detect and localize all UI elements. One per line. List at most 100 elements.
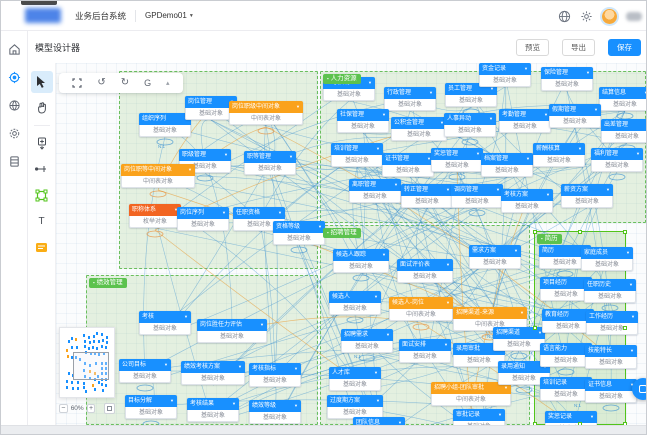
model-node[interactable]: 家庭成员 ▼ 基础对象: [581, 247, 633, 271]
resize-handle[interactable]: [623, 422, 627, 425]
model-node[interactable]: 薪酬核算 ▼ 基础对象: [533, 143, 585, 167]
fit-screen-icon[interactable]: [72, 78, 83, 88]
model-node[interactable]: 人事异动 ▼ 基础对象: [444, 113, 496, 137]
resize-handle[interactable]: [533, 326, 537, 330]
add-node-tool[interactable]: [31, 132, 53, 154]
model-node[interactable]: 岗位胜任力评估 ▼ 基础对象: [197, 319, 267, 343]
help-float-button[interactable]: [632, 378, 646, 400]
model-node[interactable]: 录用审批▼基础对象: [453, 343, 505, 367]
guides-icon[interactable]: G: [144, 77, 152, 88]
model-node[interactable]: 奖惩管理 ▼ 基础对象: [431, 148, 483, 172]
model-canvas[interactable]: ▪组织信息▪人力资源▪招聘管理▪绩效管理▪简历 N:1N:1N:1N:1N:1N…: [56, 63, 646, 425]
model-node[interactable]: 绩效等级 ▼ 基础对象: [249, 400, 301, 424]
model-node[interactable]: 考核指标 ▼ 基础对象: [249, 363, 301, 387]
minimap[interactable]: [59, 327, 115, 398]
model-node[interactable]: 调岗管理 ▼ 基础对象: [451, 184, 503, 208]
model-node[interactable]: 目标分解 ▼ 基础对象: [125, 395, 177, 419]
model-node[interactable]: 假期管理 ▼ 基础对象: [549, 104, 601, 128]
resize-handle[interactable]: [533, 230, 537, 234]
sidebar-item-designer-icon[interactable]: [8, 71, 21, 84]
model-node[interactable]: 公积金管理 ▼ 基础对象: [391, 117, 447, 141]
group-badge[interactable]: ▪ 绩效管理: [89, 278, 127, 288]
model-node[interactable]: 考核方案 ▼ 基础对象: [501, 189, 553, 213]
model-node[interactable]: 培训管理 ▼ 基础对象: [331, 143, 383, 167]
model-node[interactable]: 证书信息▼基础对象: [585, 379, 637, 403]
model-node[interactable]: 过度期方案 ▼ 基础对象: [327, 395, 383, 419]
model-node[interactable]: 奖惩记录 ▼ 基础对象: [545, 411, 597, 425]
model-node[interactable]: 薪资方案 ▼ 基础对象: [561, 184, 613, 208]
model-node[interactable]: 审批记录 ▼ 基础对象: [453, 409, 505, 425]
model-node[interactable]: 工作经历 ▼ 基础对象: [586, 311, 638, 335]
model-node[interactable]: 考勤管理 ▼ 基础对象: [499, 109, 551, 133]
model-node[interactable]: 考核结果 ▼ 基础对象: [187, 398, 239, 422]
select-tool[interactable]: [30, 71, 53, 93]
model-node[interactable]: 结算信息 ▼ 基础对象: [599, 87, 646, 111]
sidebar-item-home-icon[interactable]: [8, 43, 21, 56]
model-node[interactable]: 需求方案 ▼ 基础对象: [469, 245, 521, 269]
pan-tool[interactable]: [31, 97, 53, 119]
group-badge[interactable]: ▪ 简历: [537, 234, 562, 244]
model-node[interactable]: 候选人 ▼ 基础对象: [329, 291, 381, 315]
model-node[interactable]: 绩效考核方案 ▼ 基础对象: [181, 361, 245, 385]
globe-icon[interactable]: [558, 10, 571, 23]
model-node[interactable]: 公司目标 ▼ 基础对象: [119, 359, 171, 383]
model-node[interactable]: 离职管理 ▼ 基础对象: [349, 179, 401, 203]
zoom-out-button[interactable]: −: [59, 403, 68, 413]
resize-handle[interactable]: [533, 422, 537, 425]
model-node[interactable]: 面试安排 ▼ 基础对象: [399, 339, 451, 363]
model-node[interactable]: 面试评价表 ▼ 基础对象: [397, 259, 453, 283]
note-tool[interactable]: [31, 236, 53, 258]
model-node[interactable]: 教育经历▼基础对象: [542, 309, 594, 333]
model-node[interactable]: 转正管理 ▼ 基础对象: [401, 184, 453, 208]
minimap-viewport[interactable]: [73, 352, 109, 380]
undo-icon[interactable]: ↺: [97, 77, 106, 88]
user-avatar[interactable]: [602, 8, 617, 24]
preview-button[interactable]: 预览: [516, 38, 549, 56]
model-node[interactable]: 录用通知▼基础对象: [498, 361, 550, 385]
model-node[interactable]: 技能特长 ▼ 基础对象: [585, 345, 637, 369]
model-node[interactable]: 人才库 ▼ 基础对象: [329, 367, 381, 391]
model-node[interactable]: 团队信息▼基础对象: [353, 417, 405, 425]
model-node[interactable]: 候选人跟踪 ▼ 基础对象: [333, 249, 389, 273]
export-button[interactable]: 导出: [562, 38, 595, 56]
model-node[interactable]: 保险管理 ▼ 基础对象: [541, 67, 593, 91]
gear-icon[interactable]: [580, 10, 593, 23]
model-node[interactable]: 组织序列▼基础对象: [139, 113, 191, 137]
model-node[interactable]: 考核 ▼ 基础对象: [139, 311, 191, 335]
model-node[interactable]: 候选人-岗位 ▼ 中间表对象: [389, 297, 453, 321]
model-node[interactable]: 福利管理 ▼ 基础对象: [591, 148, 643, 172]
zoom-in-button[interactable]: +: [86, 403, 96, 413]
group-badge[interactable]: ▪ 人力资源: [323, 74, 361, 84]
model-node[interactable]: 任职历史 ▼ 基础对象: [584, 279, 636, 303]
model-node[interactable]: 岗位序列 ▼ 基础对象: [177, 207, 229, 231]
resize-handle[interactable]: [578, 422, 582, 425]
model-node[interactable]: 岗位职等中间对象 ▼ 中间表对象: [121, 164, 195, 188]
connector-tool[interactable]: [31, 158, 53, 180]
model-node[interactable]: 项目经历▼基础对象: [540, 277, 592, 301]
sidebar-item-settings-icon[interactable]: [8, 127, 21, 140]
model-node[interactable]: 行政管理 ▼ 基础对象: [384, 87, 436, 111]
sidebar-item-network-icon[interactable]: [8, 99, 21, 112]
model-node[interactable]: 职称体系 ▼ 枚举对象: [129, 204, 181, 228]
model-node[interactable]: 职等管理 ▼ 基础对象: [244, 151, 296, 175]
model-node[interactable]: 社保管理 ▼ 基础对象: [337, 109, 389, 133]
project-selector[interactable]: GPDemo01 ▼: [145, 11, 194, 20]
group-badge[interactable]: ▪ 招聘管理: [323, 228, 361, 238]
model-node[interactable]: 岗位职级中间对象 ▼ 中间表对象: [229, 101, 303, 125]
model-node[interactable]: 招聘需求 ▼ 基础对象: [341, 329, 393, 353]
model-node[interactable]: 简历▼基础对象: [539, 245, 591, 269]
group-tool[interactable]: [31, 184, 53, 206]
save-button[interactable]: 保存: [608, 38, 641, 56]
redo-icon[interactable]: ↻: [120, 77, 130, 88]
model-node[interactable]: 档案管理 ▼ 基础对象: [481, 153, 533, 177]
model-node[interactable]: 招聘渠道 ▼ 基础对象: [493, 327, 545, 351]
model-node[interactable]: 出差管理▼基础对象: [601, 119, 646, 143]
fit-view-button[interactable]: [104, 402, 115, 414]
resize-handle[interactable]: [623, 326, 627, 330]
model-node[interactable]: 资金记录 ▼ 基础对象: [479, 63, 531, 87]
model-node[interactable]: 证书管理 ▼ 基础对象: [382, 153, 434, 177]
model-node[interactable]: 语言能力▼基础对象: [540, 343, 592, 367]
sidebar-item-data-icon[interactable]: [8, 155, 21, 168]
model-node[interactable]: 资格等级 ▼ 基础对象: [273, 221, 325, 245]
bottom-scroll-strip[interactable]: [1, 425, 646, 434]
